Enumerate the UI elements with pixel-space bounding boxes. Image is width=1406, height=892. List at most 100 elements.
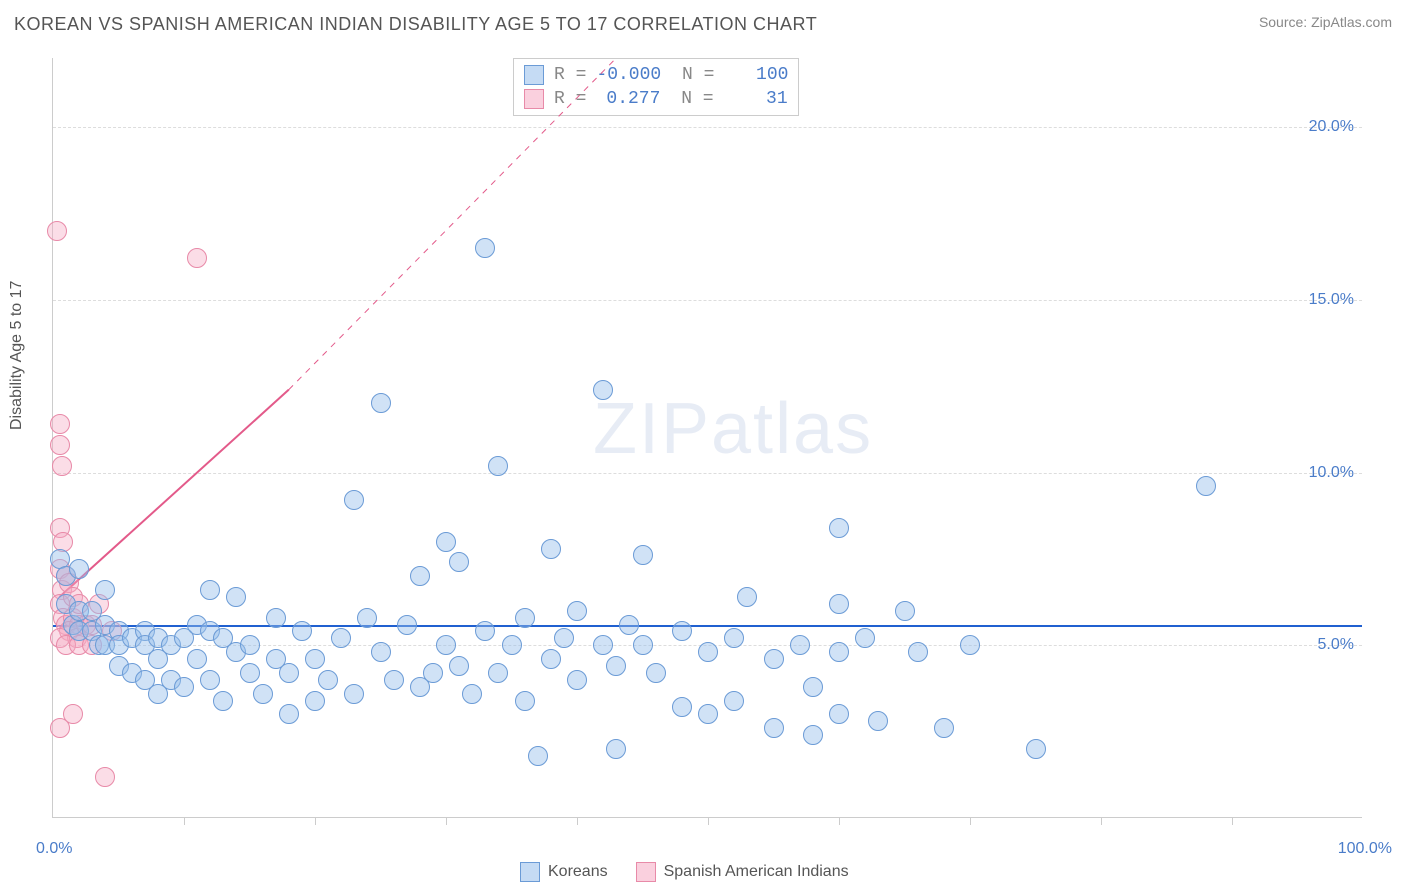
x-tick (970, 817, 971, 825)
data-point-spanish (50, 435, 70, 455)
data-point-koreans (1196, 476, 1216, 496)
data-point-koreans (502, 635, 522, 655)
data-point-koreans (200, 580, 220, 600)
data-point-koreans (606, 739, 626, 759)
data-point-spanish (52, 456, 72, 476)
swatch-spanish (524, 89, 544, 109)
data-point-koreans (606, 656, 626, 676)
chart-plot-area: ZIPatlas R =-0.000 N =100 R =0.277 N =31… (52, 58, 1362, 818)
data-point-koreans (803, 677, 823, 697)
data-point-koreans (567, 601, 587, 621)
gridline (53, 473, 1362, 474)
data-point-koreans (593, 380, 613, 400)
data-point-spanish (50, 414, 70, 434)
data-point-koreans (279, 704, 299, 724)
x-tick (446, 817, 447, 825)
stats-legend-box: R =-0.000 N =100 R =0.277 N =31 (513, 58, 799, 116)
data-point-koreans (633, 545, 653, 565)
data-point-koreans (908, 642, 928, 662)
data-point-koreans (240, 635, 260, 655)
data-point-koreans (960, 635, 980, 655)
data-point-koreans (436, 635, 456, 655)
data-point-koreans (515, 608, 535, 628)
data-point-koreans (764, 649, 784, 669)
data-point-koreans (619, 615, 639, 635)
x-tick (315, 817, 316, 825)
data-point-koreans (436, 532, 456, 552)
bottom-legend: Koreans Spanish American Indians (520, 862, 849, 882)
data-point-koreans (213, 691, 233, 711)
data-point-koreans (410, 566, 430, 586)
data-point-koreans (737, 587, 757, 607)
data-point-koreans (305, 649, 325, 669)
data-point-koreans (724, 628, 744, 648)
data-point-koreans (554, 628, 574, 648)
data-point-koreans (371, 642, 391, 662)
data-point-koreans (541, 649, 561, 669)
stats-row-koreans: R =-0.000 N =100 (524, 63, 788, 87)
data-point-koreans (646, 663, 666, 683)
legend-swatch-spanish (636, 862, 656, 882)
data-point-koreans (829, 704, 849, 724)
data-point-koreans (174, 677, 194, 697)
data-point-koreans (95, 580, 115, 600)
data-point-koreans (449, 656, 469, 676)
data-point-koreans (475, 238, 495, 258)
n-value-koreans: 100 (724, 65, 788, 85)
data-point-koreans (462, 684, 482, 704)
x-tick (1101, 817, 1102, 825)
gridline (53, 127, 1362, 128)
data-point-koreans (384, 670, 404, 690)
y-axis-label: Disability Age 5 to 17 (8, 281, 26, 430)
data-point-koreans (200, 670, 220, 690)
n-value-spanish: 31 (724, 89, 788, 109)
data-point-koreans (698, 642, 718, 662)
data-point-koreans (724, 691, 744, 711)
data-point-koreans (868, 711, 888, 731)
legend-label-koreans: Koreans (548, 863, 608, 881)
data-point-koreans (855, 628, 875, 648)
source-label: Source: ZipAtlas.com (1259, 14, 1392, 30)
data-point-koreans (593, 635, 613, 655)
data-point-koreans (829, 518, 849, 538)
data-point-koreans (344, 684, 364, 704)
data-point-koreans (633, 635, 653, 655)
y-tick-label: 5.0% (1318, 636, 1354, 654)
data-point-koreans (292, 621, 312, 641)
legend-item-spanish: Spanish American Indians (636, 862, 849, 882)
data-point-koreans (253, 684, 273, 704)
data-point-koreans (790, 635, 810, 655)
watermark: ZIPatlas (593, 388, 873, 470)
legend-label-spanish: Spanish American Indians (664, 863, 849, 881)
r-value-koreans: -0.000 (596, 65, 661, 85)
data-point-koreans (1026, 739, 1046, 759)
data-point-spanish (63, 704, 83, 724)
data-point-koreans (371, 393, 391, 413)
data-point-koreans (318, 670, 338, 690)
x-tick (1232, 817, 1233, 825)
data-point-koreans (567, 670, 587, 690)
data-point-koreans (488, 456, 508, 476)
y-tick-label: 20.0% (1309, 118, 1354, 136)
trend-line-koreans (53, 625, 1362, 627)
data-point-koreans (829, 594, 849, 614)
x-tick (184, 817, 185, 825)
x-tick (708, 817, 709, 825)
chart-title: KOREAN VS SPANISH AMERICAN INDIAN DISABI… (14, 14, 817, 35)
data-point-koreans (397, 615, 417, 635)
data-point-koreans (279, 663, 299, 683)
legend-swatch-koreans (520, 862, 540, 882)
data-point-koreans (672, 621, 692, 641)
x-axis-max-label: 100.0% (1338, 840, 1392, 858)
data-point-koreans (488, 663, 508, 683)
data-point-koreans (240, 663, 260, 683)
stats-row-spanish: R =0.277 N =31 (524, 87, 788, 111)
data-point-koreans (305, 691, 325, 711)
data-point-koreans (357, 608, 377, 628)
data-point-koreans (344, 490, 364, 510)
data-point-koreans (672, 697, 692, 717)
data-point-koreans (528, 746, 548, 766)
data-point-koreans (803, 725, 823, 745)
data-point-koreans (934, 718, 954, 738)
data-point-spanish (187, 248, 207, 268)
